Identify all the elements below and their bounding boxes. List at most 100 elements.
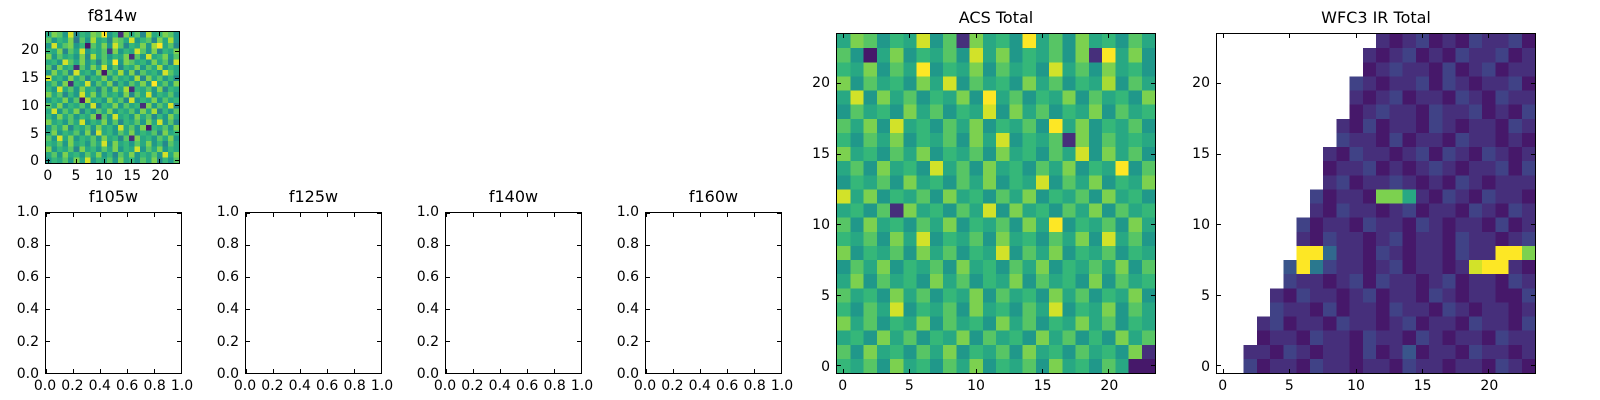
tick-mark — [753, 369, 755, 373]
tick-mark — [909, 369, 911, 373]
tick-mark — [837, 82, 841, 84]
tick-mark — [777, 276, 781, 278]
tick-mark — [780, 369, 782, 373]
y-tick-label: 5 — [821, 287, 830, 304]
tick-mark — [577, 308, 581, 310]
subplot-f105w: f105w 0.0 0.2 0.4 0.6 0.8 1.0 0.0 0.2 0.4 0.6 0.8 1… — [17, 187, 193, 393]
y-tick-label: 0.6 — [416, 268, 439, 285]
tick-mark — [646, 340, 650, 342]
y-tick-label: 0 — [821, 358, 830, 375]
plot-area-f105w — [45, 212, 182, 374]
x-tick-label: 0.8 — [743, 378, 766, 394]
tick-mark — [577, 340, 581, 342]
x-tick-label: 5 — [71, 168, 81, 184]
tick-mark — [46, 212, 50, 214]
x-tick-label: 0.4 — [288, 378, 311, 394]
tick-mark — [175, 50, 179, 52]
tick-mark — [46, 50, 50, 52]
x-tick-label: 0.8 — [343, 378, 366, 394]
y-tick-label: 0.4 — [216, 301, 239, 318]
tick-mark — [126, 213, 128, 217]
tick-mark — [446, 372, 450, 374]
tick-mark — [1223, 369, 1225, 373]
tick-mark — [299, 213, 301, 217]
tick-mark — [837, 224, 841, 226]
tick-mark — [446, 308, 450, 310]
tick-mark — [837, 294, 841, 296]
y-tick-label: 1.0 — [416, 204, 439, 220]
tick-mark — [272, 213, 274, 217]
tick-mark — [46, 105, 50, 107]
y-tick-label: 15 — [812, 145, 830, 162]
tick-mark — [646, 308, 650, 310]
plot-title-f140w: f140w — [488, 187, 539, 206]
tick-mark — [177, 340, 181, 342]
plot-title-wfc3-ir-total: WFC3 IR Total — [1321, 8, 1431, 27]
tick-mark — [46, 159, 50, 161]
tick-mark — [646, 276, 650, 278]
tick-mark — [177, 276, 181, 278]
x-tick-label: 15 — [1033, 378, 1052, 394]
tick-mark — [1108, 369, 1110, 373]
plot-title-acs-total: ACS Total — [958, 8, 1034, 27]
tick-mark — [699, 369, 701, 373]
tick-mark — [777, 372, 781, 374]
tick-mark — [780, 213, 782, 217]
tick-mark — [499, 213, 501, 217]
tick-mark — [777, 308, 781, 310]
x-tick-label: 15 — [1413, 378, 1432, 394]
tick-mark — [726, 213, 728, 217]
x-tick-label: 0 — [1218, 378, 1228, 394]
tick-mark — [353, 213, 355, 217]
tick-mark — [177, 244, 181, 246]
tick-mark — [526, 369, 528, 373]
tick-mark — [553, 369, 555, 373]
tick-mark — [175, 132, 179, 134]
tick-mark — [299, 369, 301, 373]
heatmap-wfc3-ir-total — [1217, 34, 1535, 373]
tick-mark — [46, 244, 50, 246]
y-tick-label: 0 — [1201, 358, 1210, 375]
x-tick-label: 10 — [1347, 378, 1365, 394]
y-tick-label: 1.0 — [616, 204, 639, 220]
tick-mark — [1217, 224, 1221, 226]
tick-mark — [975, 34, 977, 38]
x-tick-label: 0.2 — [461, 378, 484, 394]
tick-mark — [446, 212, 450, 214]
tick-mark — [843, 369, 845, 373]
tick-mark — [843, 34, 845, 38]
x-tick-label: 0.6 — [516, 378, 539, 394]
x-tick-label: 20 — [1480, 378, 1499, 394]
tick-mark — [1355, 369, 1357, 373]
tick-mark — [103, 32, 105, 36]
tick-mark — [246, 340, 250, 342]
tick-mark — [1355, 34, 1357, 38]
tick-mark — [580, 213, 582, 217]
tick-mark — [1217, 365, 1221, 367]
tick-mark — [1041, 34, 1043, 38]
tick-mark — [672, 213, 674, 217]
tick-mark — [446, 276, 450, 278]
tick-mark — [499, 369, 501, 373]
tick-mark — [99, 213, 101, 217]
tick-mark — [75, 159, 77, 163]
tick-mark — [1488, 34, 1490, 38]
x-tick-label: 1.0 — [570, 378, 594, 394]
tick-mark — [580, 369, 582, 373]
tick-mark — [153, 369, 155, 373]
plot-area-f160w — [645, 212, 782, 374]
x-tick-label: 0.2 — [61, 378, 84, 394]
tick-mark — [377, 244, 381, 246]
y-tick-label: 20 — [21, 42, 39, 59]
x-tick-label: 0 — [43, 168, 53, 184]
tick-mark — [177, 308, 181, 310]
tick-mark — [1488, 369, 1490, 373]
tick-mark — [45, 213, 47, 217]
plot-area-acs-total — [836, 33, 1156, 374]
y-tick-label: 0.6 — [616, 268, 639, 285]
tick-mark — [377, 212, 381, 214]
tick-mark — [1289, 34, 1291, 38]
tick-mark — [577, 244, 581, 246]
tick-mark — [672, 369, 674, 373]
x-tick-label: 0.4 — [488, 378, 511, 394]
